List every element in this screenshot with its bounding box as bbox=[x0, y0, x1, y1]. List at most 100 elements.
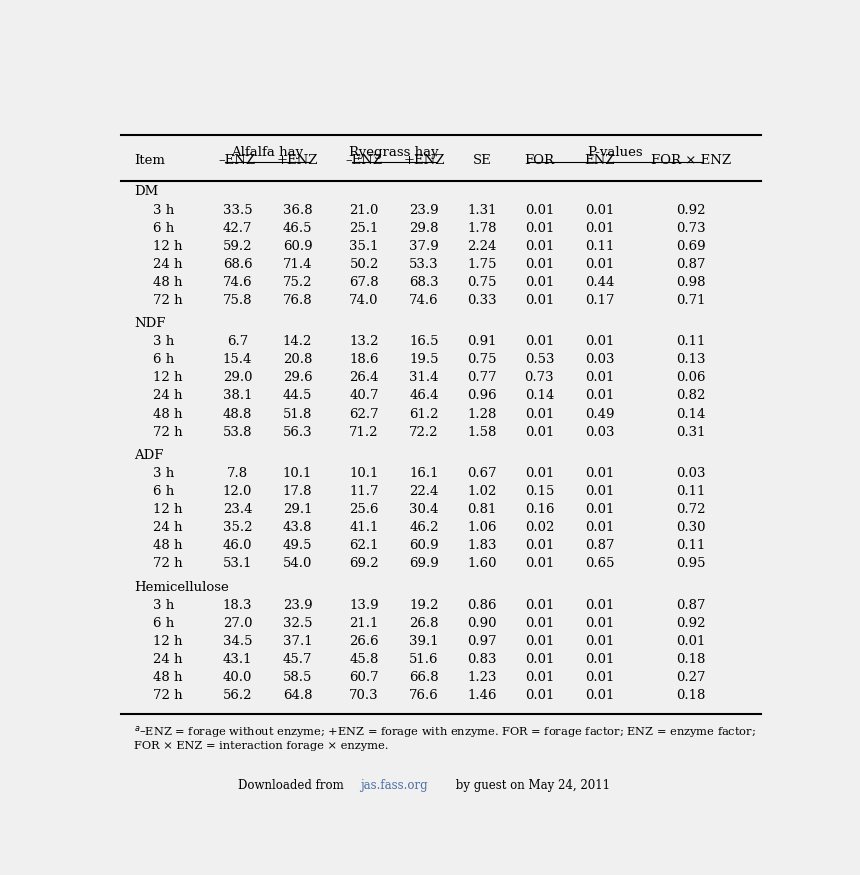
Text: 0.01: 0.01 bbox=[585, 221, 614, 234]
Text: 39.1: 39.1 bbox=[409, 635, 439, 648]
Text: 0.01: 0.01 bbox=[525, 467, 554, 480]
Text: 1.02: 1.02 bbox=[467, 485, 497, 498]
Text: 49.5: 49.5 bbox=[283, 539, 312, 552]
Text: 43.1: 43.1 bbox=[223, 653, 252, 666]
Text: 0.31: 0.31 bbox=[676, 425, 705, 438]
Text: 0.01: 0.01 bbox=[585, 690, 614, 702]
Text: 0.18: 0.18 bbox=[676, 653, 705, 666]
Text: 48.8: 48.8 bbox=[223, 408, 252, 421]
Text: 42.7: 42.7 bbox=[223, 221, 252, 234]
Text: 0.01: 0.01 bbox=[585, 522, 614, 535]
Text: 0.01: 0.01 bbox=[585, 258, 614, 270]
Text: 46.0: 46.0 bbox=[223, 539, 252, 552]
Text: 26.4: 26.4 bbox=[349, 371, 379, 384]
Text: –ENZ: –ENZ bbox=[219, 154, 256, 167]
Text: 0.98: 0.98 bbox=[676, 276, 705, 289]
Text: jas.fass.org: jas.fass.org bbox=[360, 780, 428, 793]
Text: 20.8: 20.8 bbox=[283, 354, 312, 367]
Text: 0.44: 0.44 bbox=[585, 276, 614, 289]
Text: 0.01: 0.01 bbox=[585, 467, 614, 480]
Text: 71.4: 71.4 bbox=[283, 258, 312, 270]
Text: 0.01: 0.01 bbox=[525, 258, 554, 270]
Text: 0.92: 0.92 bbox=[676, 204, 705, 216]
Text: 40.7: 40.7 bbox=[349, 389, 379, 402]
Text: 0.01: 0.01 bbox=[585, 653, 614, 666]
Text: 0.01: 0.01 bbox=[585, 485, 614, 498]
Text: 0.01: 0.01 bbox=[525, 276, 554, 289]
Text: 13.9: 13.9 bbox=[349, 598, 379, 612]
Text: 1.78: 1.78 bbox=[467, 221, 497, 234]
Text: 0.01: 0.01 bbox=[525, 598, 554, 612]
Text: FOR × ENZ = interaction forage × enzyme.: FOR × ENZ = interaction forage × enzyme. bbox=[134, 741, 389, 751]
Text: 0.01: 0.01 bbox=[585, 598, 614, 612]
Text: +ENZ: +ENZ bbox=[403, 154, 445, 167]
Text: 38.1: 38.1 bbox=[223, 389, 252, 402]
Text: 67.8: 67.8 bbox=[349, 276, 379, 289]
Text: 0.14: 0.14 bbox=[676, 408, 705, 421]
Text: 35.1: 35.1 bbox=[349, 240, 379, 253]
Text: 0.75: 0.75 bbox=[467, 354, 497, 367]
Text: 2.24: 2.24 bbox=[467, 240, 497, 253]
Text: 21.0: 21.0 bbox=[349, 204, 378, 216]
Text: 0.01: 0.01 bbox=[585, 503, 614, 516]
Text: 30.4: 30.4 bbox=[409, 503, 439, 516]
Text: 12 h: 12 h bbox=[153, 503, 182, 516]
Text: 70.3: 70.3 bbox=[349, 690, 379, 702]
Text: 21.1: 21.1 bbox=[349, 617, 378, 630]
Text: 3 h: 3 h bbox=[153, 467, 174, 480]
Text: 0.03: 0.03 bbox=[676, 467, 705, 480]
Text: 44.5: 44.5 bbox=[283, 389, 312, 402]
Text: 0.67: 0.67 bbox=[467, 467, 497, 480]
Text: –ENZ: –ENZ bbox=[346, 154, 383, 167]
Text: 34.5: 34.5 bbox=[223, 635, 252, 648]
Text: 19.5: 19.5 bbox=[409, 354, 439, 367]
Text: 0.01: 0.01 bbox=[525, 557, 554, 570]
Text: 71.2: 71.2 bbox=[349, 425, 379, 438]
Text: 68.3: 68.3 bbox=[409, 276, 439, 289]
Text: NDF: NDF bbox=[134, 318, 165, 330]
Text: 69.2: 69.2 bbox=[349, 557, 379, 570]
Text: 54.0: 54.0 bbox=[283, 557, 312, 570]
Text: 60.9: 60.9 bbox=[409, 539, 439, 552]
Text: 0.71: 0.71 bbox=[676, 294, 705, 307]
Text: 1.06: 1.06 bbox=[467, 522, 497, 535]
Text: 12 h: 12 h bbox=[153, 371, 182, 384]
Text: 0.11: 0.11 bbox=[585, 240, 614, 253]
Text: 0.01: 0.01 bbox=[525, 671, 554, 684]
Text: 0.11: 0.11 bbox=[676, 539, 705, 552]
Text: 10.1: 10.1 bbox=[283, 467, 312, 480]
Text: 51.8: 51.8 bbox=[283, 408, 312, 421]
Text: 0.82: 0.82 bbox=[676, 389, 705, 402]
Text: 19.2: 19.2 bbox=[409, 598, 439, 612]
Text: FOR × ENZ: FOR × ENZ bbox=[651, 154, 731, 167]
Text: 0.18: 0.18 bbox=[676, 690, 705, 702]
Text: 23.9: 23.9 bbox=[283, 598, 312, 612]
Text: 0.01: 0.01 bbox=[585, 371, 614, 384]
Text: 0.73: 0.73 bbox=[676, 221, 705, 234]
Text: 53.8: 53.8 bbox=[223, 425, 252, 438]
Text: 0.49: 0.49 bbox=[585, 408, 614, 421]
Text: 0.01: 0.01 bbox=[585, 635, 614, 648]
Text: 0.01: 0.01 bbox=[525, 294, 554, 307]
Text: 18.3: 18.3 bbox=[223, 598, 252, 612]
Text: 72 h: 72 h bbox=[153, 425, 182, 438]
Text: DM: DM bbox=[134, 186, 158, 199]
Text: 0.75: 0.75 bbox=[467, 276, 497, 289]
Text: 0.01: 0.01 bbox=[525, 539, 554, 552]
Text: 0.96: 0.96 bbox=[467, 389, 497, 402]
Text: 0.81: 0.81 bbox=[467, 503, 497, 516]
Text: 46.4: 46.4 bbox=[409, 389, 439, 402]
Text: 24 h: 24 h bbox=[153, 522, 182, 535]
Text: 75.8: 75.8 bbox=[223, 294, 252, 307]
Text: 0.06: 0.06 bbox=[676, 371, 705, 384]
Text: 25.1: 25.1 bbox=[349, 221, 378, 234]
Text: 40.0: 40.0 bbox=[223, 671, 252, 684]
Text: 0.72: 0.72 bbox=[676, 503, 705, 516]
Text: 3 h: 3 h bbox=[153, 598, 174, 612]
Text: 45.8: 45.8 bbox=[349, 653, 378, 666]
Text: 48 h: 48 h bbox=[153, 539, 182, 552]
Text: 1.60: 1.60 bbox=[467, 557, 497, 570]
Text: 0.01: 0.01 bbox=[585, 671, 614, 684]
Text: 31.4: 31.4 bbox=[409, 371, 439, 384]
Text: 13.2: 13.2 bbox=[349, 335, 379, 348]
